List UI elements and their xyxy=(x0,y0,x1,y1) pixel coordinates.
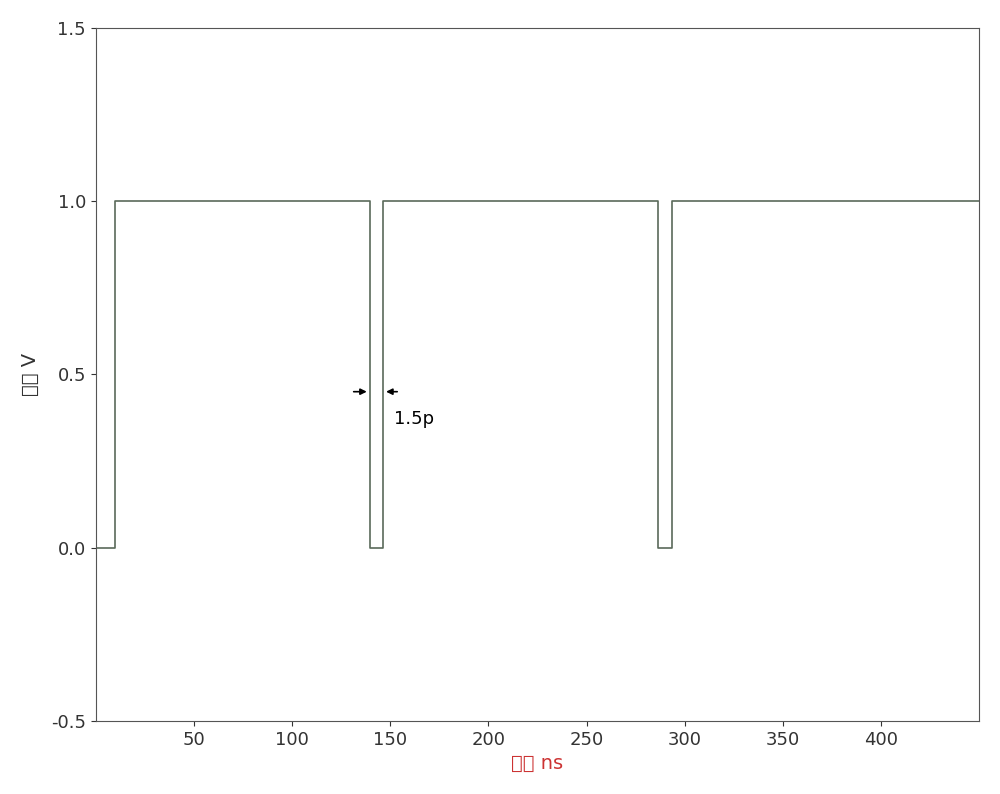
Y-axis label: 电压 V: 电压 V xyxy=(21,353,40,396)
Text: 1.5p: 1.5p xyxy=(394,410,434,429)
X-axis label: 时间 ns: 时间 ns xyxy=(511,754,563,773)
